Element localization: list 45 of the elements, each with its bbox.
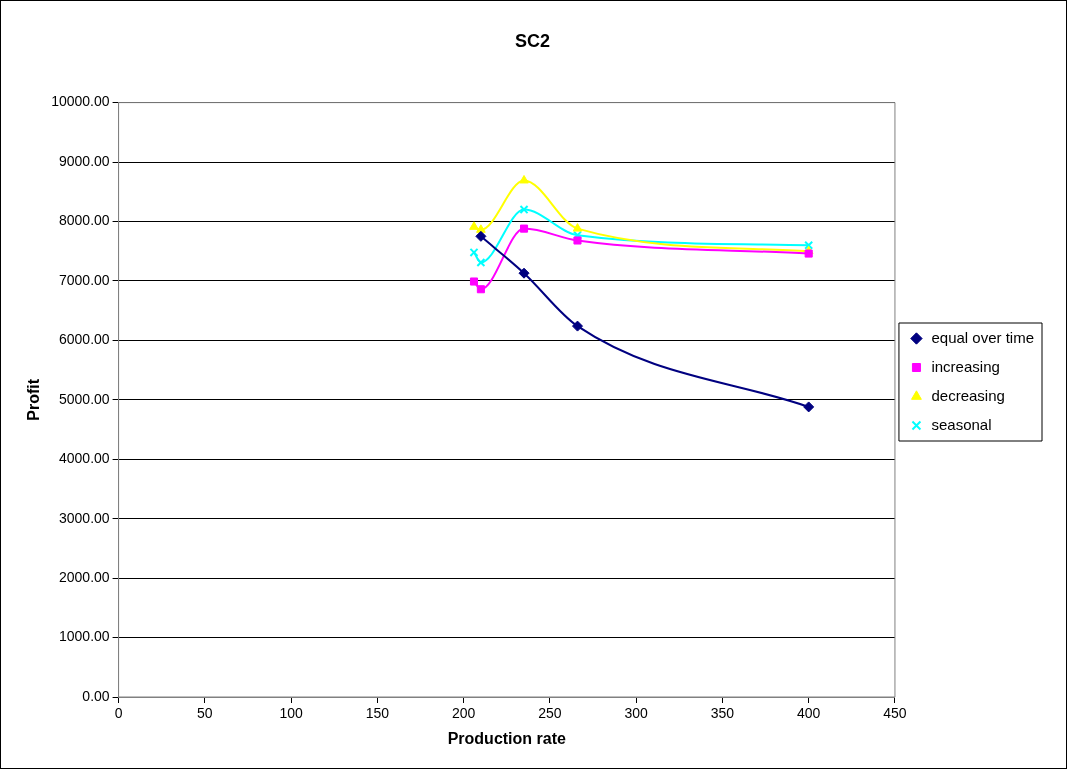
point (476, 224, 486, 233)
x-axis-title: Production rate (447, 729, 566, 747)
point (519, 224, 529, 233)
chart-title: SC2 (514, 30, 551, 51)
y-tick-label: 8000.00 (58, 212, 110, 229)
y-tick-label: 6000.00 (58, 331, 110, 348)
legend-label: decreasing (931, 386, 1005, 404)
point (469, 247, 479, 257)
point (476, 285, 485, 294)
y-tick-label: 1000.00 (58, 628, 110, 645)
point (804, 249, 813, 258)
y-tick-label: 7000.00 (58, 271, 110, 288)
point (476, 257, 486, 268)
y-tick-label: 10000.00 (51, 93, 110, 110)
point (804, 240, 814, 250)
legend-label: increasing (931, 357, 1000, 375)
x-tick-label: 100 (279, 705, 304, 722)
point (469, 221, 479, 230)
y-tick-label: 9000.00 (58, 152, 110, 169)
point (573, 236, 582, 245)
point (518, 267, 530, 279)
point (519, 205, 529, 215)
x-tick-label: 250 (538, 705, 562, 722)
y-tick-label: 0.00 (82, 687, 110, 704)
x-tick-label: 150 (365, 705, 390, 722)
y-tick-label: 5000.00 (58, 390, 110, 407)
y-tick-label: 4000.00 (58, 450, 110, 467)
y-tick-label: 2000.00 (58, 568, 110, 585)
point (475, 230, 487, 242)
y-axis-title: Profit (25, 378, 43, 421)
x-tick-label: 400 (797, 705, 821, 722)
x-tick-label: 50 (197, 705, 213, 722)
point (519, 174, 529, 184)
legend-label: equal over time (931, 328, 1035, 346)
point (572, 223, 583, 232)
point (469, 277, 479, 286)
point (803, 401, 815, 413)
x-tick-label: 0 (114, 705, 123, 722)
y-tick-label: 3000.00 (58, 509, 110, 526)
legend-label: seasonal (931, 415, 992, 433)
point (572, 320, 583, 332)
x-tick-label: 300 (624, 705, 649, 722)
x-tick-label: 200 (451, 705, 476, 722)
x-tick-label: 450 (883, 705, 907, 722)
x-tick-label: 350 (710, 705, 735, 722)
